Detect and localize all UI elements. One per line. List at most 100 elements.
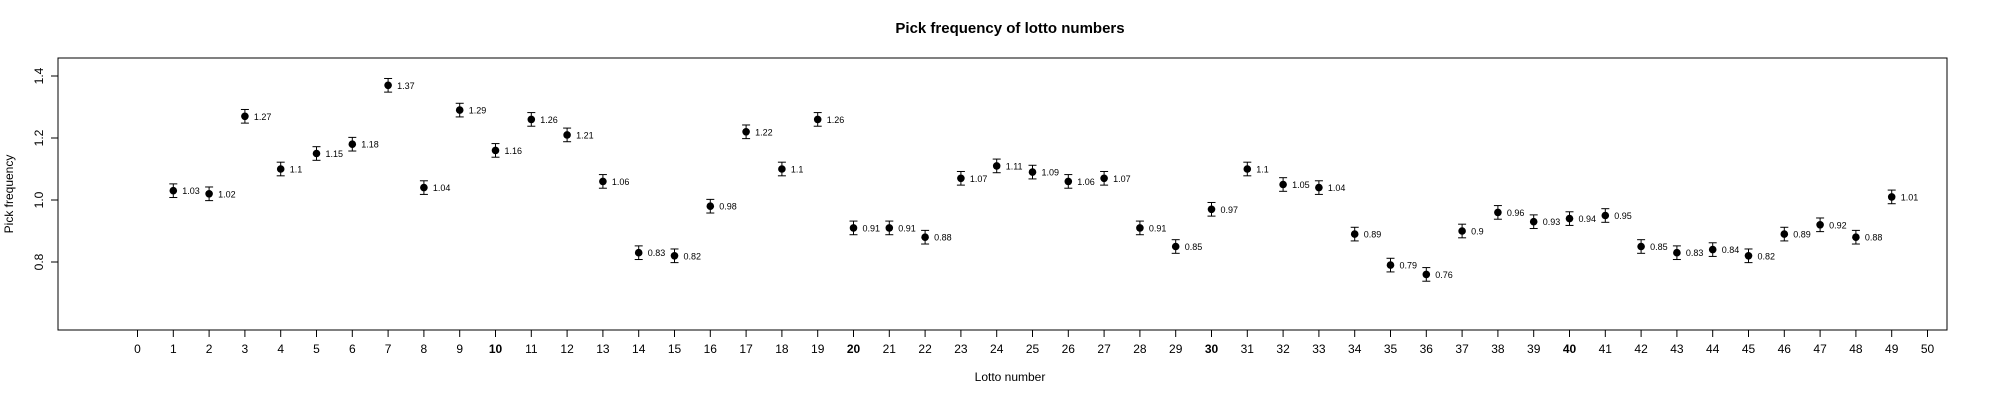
data-label: 1.22 [755, 127, 773, 137]
data-label: 1.1 [791, 165, 804, 175]
y-tick-label: 1.4 [32, 67, 46, 84]
data-label: 0.96 [1507, 208, 1525, 218]
data-point-group: 0.89 [1780, 226, 1811, 242]
data-point-group: 1.11 [992, 158, 1023, 174]
plot-frame [57, 57, 1948, 331]
data-point-group: 0.91 [885, 220, 916, 236]
data-point [491, 146, 500, 155]
data-label: 0.85 [1650, 242, 1668, 252]
data-point [1350, 230, 1359, 238]
data-point-group: 0.92 [1816, 217, 1847, 233]
data-point [384, 81, 392, 90]
data-label: 1.37 [397, 81, 415, 91]
x-tick-label: 14 [632, 342, 646, 356]
x-tick-label: 26 [1062, 342, 1076, 356]
y-axis: 0.8 1.0 1.2 1.4 [32, 67, 59, 270]
x-tick-label: 28 [1133, 342, 1147, 356]
data-point [527, 115, 536, 124]
data-point-group: 0.95 [1601, 208, 1632, 223]
data-point [1887, 193, 1896, 201]
data-point [992, 162, 1001, 170]
data-point-group: 1.03 [169, 183, 200, 199]
data-point-group: 0.85 [1637, 239, 1668, 254]
x-tick-label: 40 [1563, 342, 1577, 356]
data-label: 1.03 [182, 186, 200, 196]
data-label: 0.82 [1758, 251, 1776, 261]
data-label: 0.91 [898, 223, 916, 233]
x-tick-label: 49 [1885, 342, 1899, 356]
x-tick-label: 41 [1599, 342, 1613, 356]
data-label: 1.16 [505, 146, 523, 156]
data-label: 0.79 [1400, 261, 1418, 271]
data-point [921, 233, 929, 241]
data-point-group: 1.07 [1100, 170, 1131, 186]
data-label: 0.91 [863, 223, 881, 233]
data-point [276, 165, 285, 173]
data-point-group: 1.04 [419, 180, 450, 195]
data-label: 0.83 [648, 248, 666, 258]
data-point [420, 183, 428, 192]
data-label: 0.83 [1686, 248, 1704, 258]
data-point [742, 128, 750, 136]
x-tick-label: 33 [1312, 342, 1326, 356]
data-label: 0.89 [1793, 230, 1811, 240]
x-tick-label: 50 [1921, 342, 1935, 356]
data-label: 1.06 [612, 177, 630, 187]
data-label: 0.85 [1185, 242, 1203, 252]
data-label: 0.92 [1829, 220, 1847, 230]
data-point [1744, 252, 1753, 260]
data-label: 0.89 [1364, 230, 1382, 240]
data-label: 0.88 [1865, 233, 1883, 243]
y-tick-label: 1.0 [32, 191, 46, 208]
data-label: 1.15 [326, 149, 344, 159]
data-point [1816, 221, 1824, 229]
data-point [1494, 208, 1502, 217]
data-point [563, 131, 571, 139]
data-point [1028, 168, 1037, 176]
data-point-group: 0.82 [670, 248, 701, 264]
data-label: 0.91 [1149, 223, 1167, 233]
x-tick-label: 36 [1420, 342, 1434, 356]
x-tick-label: 5 [313, 342, 320, 356]
data-point [778, 165, 786, 173]
x-tick-label: 30 [1205, 342, 1219, 356]
data-point-group: 0.88 [921, 229, 952, 245]
data-label: 1.21 [576, 130, 594, 140]
data-point [634, 248, 643, 257]
x-tick-label: 12 [560, 342, 574, 356]
data-point [1708, 245, 1717, 254]
x-tick-label: 1 [170, 342, 177, 356]
x-tick-label: 20 [847, 342, 861, 356]
x-tick-label: 3 [242, 342, 249, 356]
data-point-group: 0.91 [1135, 220, 1167, 236]
data-label: 1.07 [1113, 174, 1131, 184]
x-tick-label: 35 [1384, 342, 1398, 356]
data-label: 1.01 [1901, 192, 1919, 202]
data-point [1852, 233, 1860, 241]
x-tick-label: 10 [489, 342, 503, 356]
data-point [1207, 205, 1216, 214]
data-label: 0.97 [1221, 205, 1239, 215]
data-label: 1.26 [827, 115, 845, 125]
x-tick-label: 17 [739, 342, 753, 356]
data-label: 1.18 [361, 140, 379, 150]
data-point [1243, 165, 1252, 173]
data-point-group: 0.83 [1672, 245, 1704, 261]
x-tick-label: 25 [1026, 342, 1040, 356]
data-point-group: 0.82 [1744, 248, 1776, 264]
data-points: 1.03 1.02 1.27 1.1 1.15 1.18 1.37 1.04 1.29 1.16 1… [169, 77, 1919, 282]
data-point [1315, 183, 1323, 192]
data-point-group: 1.37 [384, 77, 415, 93]
x-tick-label: 38 [1491, 342, 1505, 356]
data-label: 1.1 [1256, 165, 1269, 175]
data-point [1637, 242, 1645, 251]
x-tick-label: 6 [349, 342, 356, 356]
data-point [1601, 211, 1610, 220]
data-point-group: 0.97 [1207, 201, 1239, 217]
x-tick-label: 45 [1742, 342, 1756, 356]
data-label: 1.29 [469, 106, 487, 116]
data-point-group: 0.9 [1458, 223, 1484, 239]
data-label: 1.04 [1328, 183, 1346, 193]
x-tick-label: 34 [1348, 342, 1362, 356]
x-tick-label: 7 [385, 342, 392, 356]
